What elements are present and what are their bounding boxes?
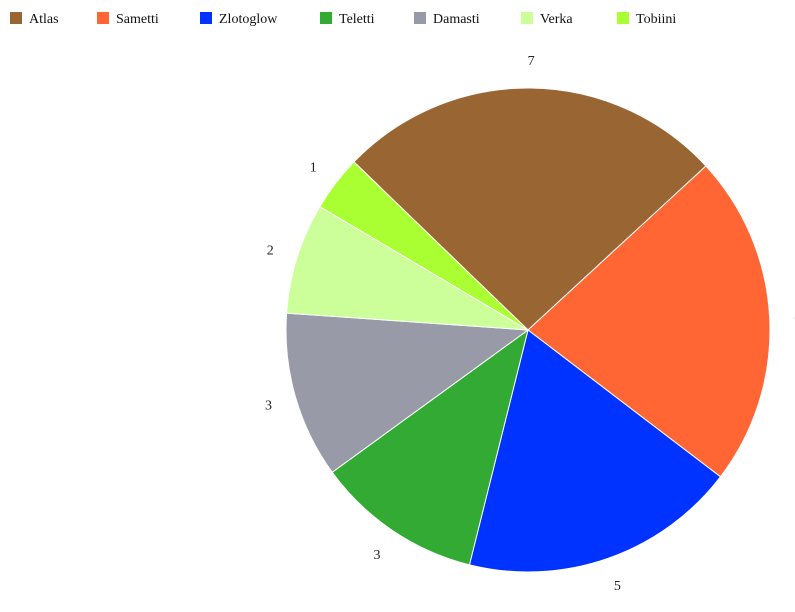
legend-swatch-atlas[interactable] bbox=[10, 12, 22, 24]
data-label-damasti: 3 bbox=[265, 398, 272, 413]
pie-slice-atlas[interactable] bbox=[353, 87, 707, 331]
legend-label-zlotoglow[interactable]: Zlotoglow bbox=[219, 12, 278, 27]
pie-slice-tobiini[interactable] bbox=[319, 161, 529, 331]
data-label-teletti: 3 bbox=[374, 548, 381, 563]
data-label-verka: 2 bbox=[267, 244, 274, 259]
legend-label-sametti[interactable]: Sametti bbox=[116, 12, 159, 27]
legend-swatch-verka[interactable] bbox=[521, 12, 533, 24]
data-label-tobiini: 1 bbox=[310, 160, 317, 175]
pie-slice-teletti[interactable] bbox=[331, 328, 529, 566]
legend-label-verka[interactable]: Verka bbox=[540, 12, 573, 27]
data-label-atlas: 7 bbox=[528, 54, 535, 69]
pie-slice-damasti[interactable] bbox=[285, 312, 530, 473]
legend-label-teletti[interactable]: Teletti bbox=[339, 12, 375, 27]
legend-label-damasti[interactable]: Damasti bbox=[433, 12, 480, 27]
legend-label-atlas[interactable]: Atlas bbox=[29, 12, 59, 27]
legend-swatch-sametti[interactable] bbox=[97, 12, 109, 24]
legend-swatch-damasti[interactable] bbox=[414, 12, 426, 24]
pie-slice-verka[interactable] bbox=[286, 205, 529, 331]
legend-label-tobiini[interactable]: Tobiini bbox=[636, 12, 676, 27]
legend: Atlas Sametti Zlotoglow Teletti Damasti Verka… bbox=[10, 12, 676, 27]
legend-swatch-tobiini[interactable] bbox=[617, 12, 629, 24]
legend-swatch-teletti[interactable] bbox=[320, 12, 332, 24]
pie-slices bbox=[285, 87, 771, 573]
legend-swatch-zlotoglow[interactable] bbox=[200, 12, 212, 24]
pie-slice-zlotoglow[interactable] bbox=[468, 329, 722, 573]
pie-slice-sametti[interactable] bbox=[527, 165, 771, 478]
data-label-zlotoglow: 5 bbox=[614, 579, 621, 594]
